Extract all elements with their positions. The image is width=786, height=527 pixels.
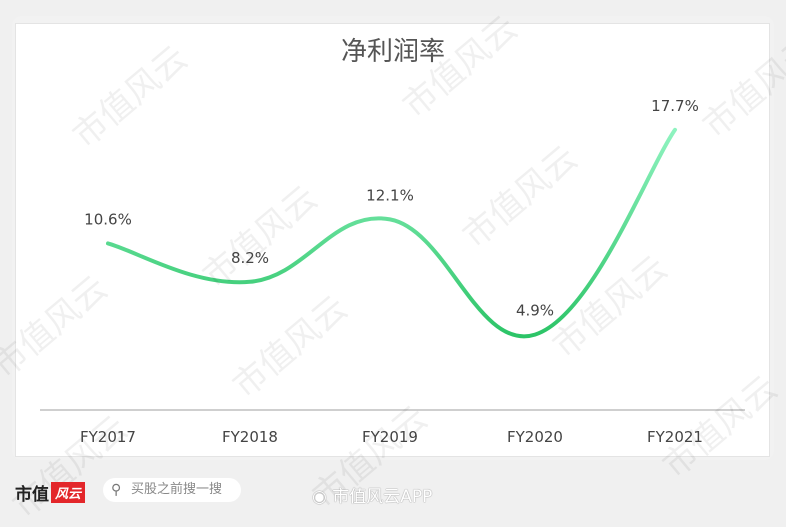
x-tick-label: FY2019 (362, 428, 418, 446)
x-tick-label: FY2021 (647, 428, 703, 446)
series-line (106, 127, 677, 339)
weibo-account: ◉ 市值风云APP (312, 482, 432, 507)
chart-container (15, 23, 770, 457)
data-label: 10.6% (84, 210, 132, 228)
logo: 市值 风云 (15, 480, 86, 505)
search-box[interactable]: ⚲ 买股之前搜一搜 (103, 478, 241, 502)
x-tick-label: FY2017 (80, 428, 136, 446)
footer-bar: 市值 风云 ⚲ 买股之前搜一搜 ◉ 市值风云APP (0, 462, 786, 515)
line-chart: 净利润率 10.6% FY2017 8.2% FY2018 12.1% FY2019 4.9… (40, 37, 745, 446)
x-tick-label: FY2018 (222, 428, 278, 446)
logo-mark: 风云 (51, 482, 86, 503)
logo-text: 市值 (15, 485, 49, 505)
data-label: 8.2% (231, 249, 269, 267)
data-label: 17.7% (651, 97, 699, 115)
weibo-text: 市值风云APP (332, 487, 433, 507)
data-label: 12.1% (366, 186, 414, 204)
search-placeholder: 买股之前搜一搜 (131, 482, 223, 497)
data-label: 4.9% (516, 302, 554, 320)
x-tick-label: FY2020 (507, 428, 563, 446)
search-icon: ⚲ (111, 482, 122, 498)
weibo-icon: ◉ (312, 487, 327, 507)
chart-title: 净利润率 (341, 37, 445, 67)
